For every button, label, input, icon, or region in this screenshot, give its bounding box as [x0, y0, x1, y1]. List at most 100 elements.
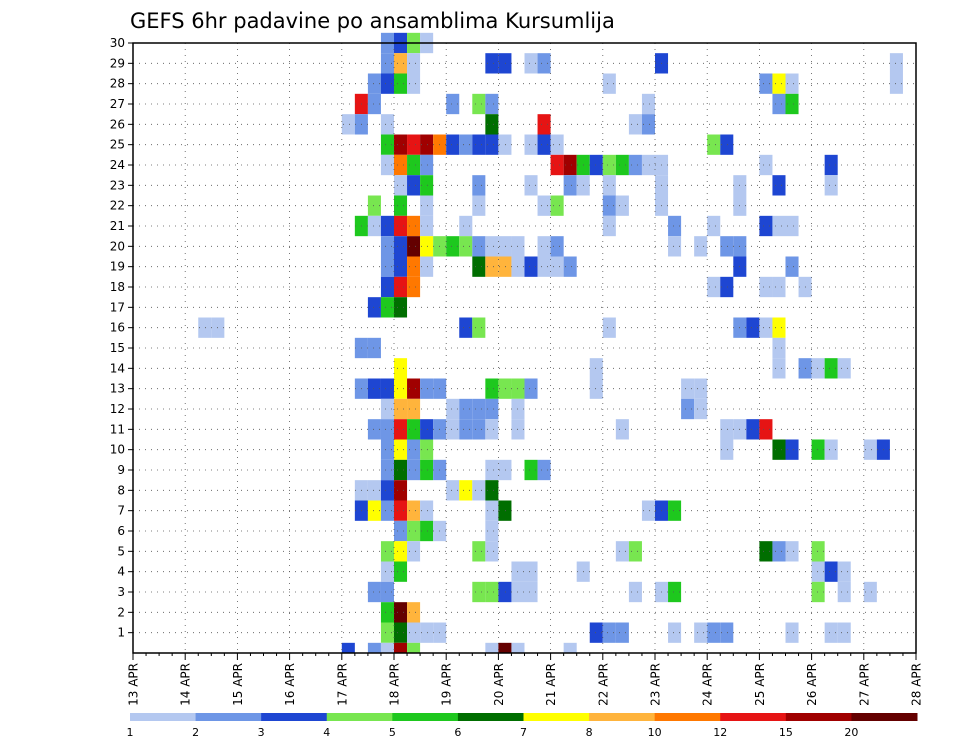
heatmap-cell: [720, 134, 734, 155]
heatmap-cell: [759, 154, 773, 176]
x-tick-label: 26 APR: [805, 663, 819, 706]
y-tick-label: 12: [110, 402, 125, 416]
heatmap-cell: [446, 480, 460, 501]
heatmap-cell: [602, 317, 616, 338]
heatmap-cell: [394, 541, 408, 562]
heatmap-cell: [380, 459, 394, 481]
chart-title: GEFS 6hr padavine po ansamblima Kursumli…: [130, 9, 615, 33]
heatmap-cell: [380, 134, 394, 155]
heatmap-cell: [694, 378, 708, 399]
heatmap-cell: [407, 500, 421, 521]
heatmap-cell: [863, 439, 877, 460]
heatmap-cell: [498, 378, 512, 399]
heatmap-cell: [420, 622, 434, 643]
heatmap-cell: [380, 541, 394, 562]
heatmap-cell: [563, 175, 577, 196]
heatmap-cell: [537, 53, 551, 74]
heatmap-cell: [407, 53, 421, 74]
heatmap-cell: [459, 480, 473, 501]
heatmap-cell: [446, 134, 460, 155]
y-tick-label: 20: [110, 239, 125, 253]
heatmap-cell: [589, 358, 603, 379]
heatmap-cell: [785, 622, 799, 643]
y-tick-label: 28: [110, 77, 125, 91]
heatmap-cell: [472, 317, 486, 338]
heatmap-cell: [615, 195, 629, 216]
y-tick-label: 23: [110, 178, 125, 192]
heatmap-cell: [394, 215, 408, 237]
heatmap-cell: [837, 561, 851, 582]
heatmap-cell: [720, 419, 734, 440]
heatmap-cell: [785, 256, 799, 277]
heatmap-cell: [380, 439, 394, 460]
x-tick-label: 19 APR: [440, 663, 454, 706]
y-tick-label: 13: [110, 382, 125, 396]
colorbar-label: 8: [586, 726, 593, 739]
heatmap-cell: [563, 642, 577, 653]
heatmap-cell: [459, 134, 473, 155]
heatmap-cell: [589, 378, 603, 399]
heatmap-cell: [380, 378, 394, 399]
heatmap-cell: [394, 480, 408, 501]
heatmap-cell: [472, 236, 486, 257]
y-tick-label: 6: [117, 524, 125, 538]
heatmap-cell: [394, 134, 408, 155]
heatmap-cell: [707, 276, 721, 298]
heatmap-cell: [472, 581, 486, 603]
y-tick-label: 22: [110, 199, 125, 213]
x-tick-label: 27 APR: [857, 663, 871, 706]
heatmap-cell: [472, 541, 486, 562]
heatmap-cell: [889, 53, 903, 74]
heatmap-cell: [746, 317, 760, 338]
heatmap-cell: [615, 622, 629, 643]
heatmap-cell: [485, 459, 499, 481]
heatmap-cell: [824, 154, 838, 176]
heatmap-cell: [380, 154, 394, 176]
heatmap-cell: [602, 175, 616, 196]
heatmap-cell: [380, 622, 394, 643]
heatmap-cell: [380, 297, 394, 318]
heatmap-cell: [380, 236, 394, 257]
heatmap-cell: [759, 215, 773, 237]
heatmap-cell: [628, 581, 642, 603]
heatmap-cell: [420, 134, 434, 155]
heatmap-cell: [407, 134, 421, 155]
y-tick-label: 24: [110, 158, 125, 172]
heatmap-cell: [380, 500, 394, 521]
y-tick-label: 4: [117, 565, 125, 579]
x-tick-label: 17 APR: [335, 663, 349, 706]
colorbar-label: 5: [389, 726, 396, 739]
heatmap-cell: [420, 256, 434, 277]
heatmap-cell: [602, 215, 616, 237]
heatmap-cell: [550, 256, 564, 277]
colorbar-legend: 1 2 3 4 5 6 7 8 10 12 15 20: [127, 713, 918, 739]
heatmap-cell: [407, 439, 421, 460]
heatmap-cell: [198, 317, 212, 338]
heatmap-cell: [668, 622, 682, 643]
heatmap-cell: [524, 256, 538, 277]
heatmap-cell: [420, 520, 434, 542]
y-tick-label: 14: [110, 361, 125, 375]
heatmap-cell: [615, 541, 629, 562]
heatmap-cell: [380, 73, 394, 94]
x-tick-label: 23 APR: [649, 663, 663, 706]
heatmap-cell: [380, 114, 394, 135]
heatmap-cell: [380, 398, 394, 420]
heatmap-cell: [811, 439, 825, 460]
heatmap-cell: [589, 154, 603, 176]
heatmap-cell: [407, 236, 421, 257]
heatmap-cell: [498, 500, 512, 521]
y-tick-label: 29: [110, 56, 125, 70]
colorbar-swatch: [523, 713, 590, 721]
heatmap-cell: [485, 134, 499, 155]
heatmap-cell: [407, 642, 421, 653]
heatmap-cell: [420, 419, 434, 440]
colorbar-label: 2: [192, 726, 199, 739]
heatmap-cell: [446, 398, 460, 420]
heatmap-cell: [550, 236, 564, 257]
heatmap-cell: [811, 541, 825, 562]
heatmap-cell: [472, 134, 486, 155]
heatmap-cell: [772, 175, 786, 196]
heatmap-cell: [524, 561, 538, 582]
colorbar-label: 6: [454, 726, 461, 739]
